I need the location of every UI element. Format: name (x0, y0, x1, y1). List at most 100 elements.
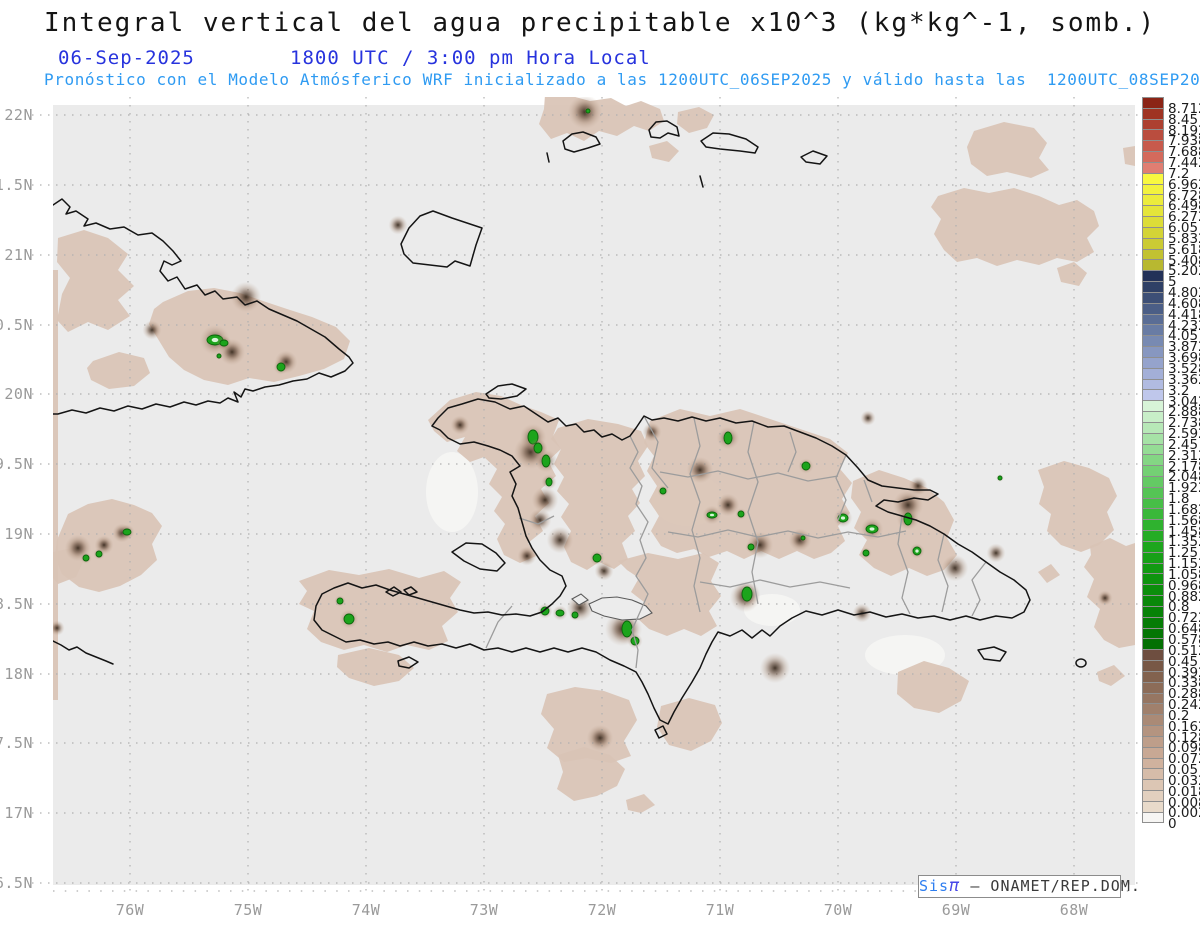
high-value-green-spot (997, 475, 1003, 481)
colorbar-value-label: 2.048 (1168, 469, 1200, 486)
colorbar-value-label: 2.888 (1168, 404, 1200, 421)
colorbar-value-label: 2.312 (1168, 447, 1200, 464)
dark-moisture-spot (908, 476, 928, 496)
colorbar-value-label: 1.8 (1168, 491, 1190, 508)
colorbar-value-label: 7.938 (1168, 133, 1200, 150)
colorbar-value-label: 6.272 (1168, 209, 1200, 226)
high-value-green-spot (216, 353, 222, 359)
colorbar-value-label: 0.128 (1168, 729, 1200, 746)
low-value-shading-patch (541, 687, 637, 763)
low-value-shading-patch (1097, 665, 1125, 686)
colorbar-value-label: 5.832 (1168, 230, 1200, 247)
dark-moisture-spot (986, 543, 1006, 563)
coastline (977, 646, 1007, 662)
dark-moisture-spot (53, 620, 65, 636)
high-value-green-spot (219, 339, 229, 347)
low-value-shading-patch (337, 648, 414, 686)
colorbar-value-label: 1.922 (1168, 480, 1200, 497)
low-value-shading-patch (57, 230, 134, 332)
colorbar-value-label: 8.192 (1168, 122, 1200, 139)
lake-outline (571, 593, 589, 606)
colorbar-value-label: 1.568 (1168, 512, 1200, 529)
colorbar-value-label: 0.008 (1168, 794, 1200, 811)
colorbar-value-label: 0.288 (1168, 686, 1200, 703)
lon-tick-label: 75W (233, 901, 263, 919)
lat-tick-label: 9.5N (0, 455, 33, 473)
low-value-shading-patch (1057, 262, 1087, 286)
dark-moisture-spot (941, 554, 969, 582)
low-value-shading-patch (299, 569, 461, 652)
dark-moisture-spot (860, 410, 876, 426)
high-value-green-spot (541, 454, 551, 468)
lat-tick-label: 18N (4, 665, 33, 683)
coastline (385, 586, 402, 597)
high-value-green-spot (555, 609, 565, 617)
high-value-green-spot (621, 620, 633, 638)
colorbar-value-label: 0.512 (1168, 642, 1200, 659)
high-value-green-spot (122, 528, 132, 536)
province-border (689, 417, 701, 613)
lon-tick-label: 72W (587, 901, 617, 919)
colorbar-value-label: 4.608 (1168, 295, 1200, 312)
colorbar-scale: 8.7128.458.1927.9387.6887.4427.26.9626.7… (1142, 97, 1200, 831)
lon-tick-label: 73W (469, 901, 499, 919)
valid-date-label: 06-Sep-2025 (58, 47, 195, 69)
dark-moisture-spot (586, 724, 614, 752)
low-value-shading-patch (1123, 146, 1135, 166)
colorbar-value-label: 1.058 (1168, 566, 1200, 583)
colorbar-value-label: 0.002 (1168, 805, 1200, 822)
colorbar-value-label: 0.2 (1168, 707, 1190, 724)
high-value-green-spot (659, 487, 667, 495)
low-value-shading-patch (539, 97, 664, 141)
colorbar-value-label: 3.2 (1168, 382, 1190, 399)
lat-tick-label: 19N (4, 525, 33, 543)
dark-moisture-spot (450, 415, 470, 435)
low-value-shading-patch (551, 419, 648, 570)
colorbar-value-label: 4.232 (1168, 317, 1200, 334)
high-value-green-spot (540, 606, 550, 616)
lat-tick-label: 17N (4, 804, 33, 822)
low-value-shading-patch (644, 409, 852, 559)
colorbar-value-label: 0.032 (1168, 772, 1200, 789)
colorbar-value-label: 1.458 (1168, 523, 1200, 540)
colorbar-value-label: 6.728 (1168, 187, 1200, 204)
dark-moisture-spot (1097, 590, 1113, 606)
colorbar-value-label: 4.802 (1168, 285, 1200, 302)
coastline (546, 152, 550, 163)
branding-watermark: Sisπ – ONAMET/REP.DOM. (918, 875, 1140, 898)
lat-tick-label: 8.5N (0, 595, 33, 613)
lon-tick-label: 74W (351, 901, 381, 919)
lat-tick-label: 22N (4, 106, 33, 124)
colorbar-value-label: 7.2 (1168, 165, 1190, 182)
high-value-green-spot (95, 550, 103, 558)
high-value-green-spot (545, 477, 553, 487)
dark-moisture-spot (142, 320, 162, 340)
coastline (53, 198, 354, 415)
shaded-field (53, 97, 1135, 813)
province-border (835, 454, 847, 521)
colorbar-value-label: 2.738 (1168, 415, 1200, 432)
low-value-shading-patch (649, 141, 679, 162)
low-value-shading-patch (657, 698, 722, 751)
onamet-credit-text: – ONAMET/REP.DOM. (960, 877, 1141, 895)
colorbar-value-label: 5.408 (1168, 252, 1200, 269)
colorbar-value-label: 5.202 (1168, 263, 1200, 280)
coastline (485, 383, 527, 400)
colorbar-value-label: 0.072 (1168, 751, 1200, 768)
province-border (897, 515, 911, 615)
colorbar-value-label: 6.05 (1168, 220, 1199, 237)
low-value-shading-patch (897, 661, 969, 713)
high-value-green-spot (592, 553, 602, 563)
colorbar-value-label: 2.178 (1168, 458, 1200, 475)
colorbar-value-label: 0.722 (1168, 610, 1200, 627)
colorbar-value-label: 0.578 (1168, 632, 1200, 648)
province-border (659, 470, 839, 482)
colorbar-value-label: 7.688 (1168, 144, 1200, 161)
colorbar-value-label: 0.882 (1168, 588, 1200, 605)
high-value-green-spot (336, 597, 344, 605)
low-value-shading-patch (1038, 564, 1060, 583)
dark-moisture-spot (388, 215, 408, 235)
low-value-shading-patch (626, 794, 655, 813)
high-value-green-spot (571, 611, 579, 619)
